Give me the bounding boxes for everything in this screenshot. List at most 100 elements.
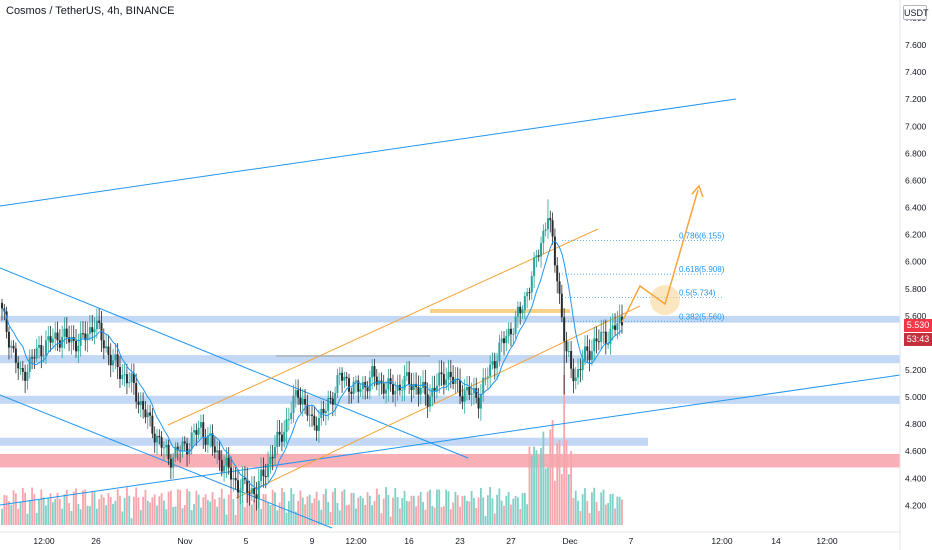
candle-body (521, 309, 524, 314)
price-axis: 4.2004.4004.6004.8005.0005.2005.4005.600… (899, 0, 927, 550)
candle-body (294, 390, 297, 396)
volume-bar (276, 510, 279, 525)
candle-body (49, 336, 52, 343)
candle-body (503, 338, 506, 344)
candle-body (248, 492, 251, 494)
price-tick-label: 6.400 (905, 203, 927, 213)
candle-body (195, 430, 198, 435)
candle-body (419, 387, 422, 395)
volume-bar (267, 502, 269, 525)
candle-body (153, 433, 156, 443)
candle-body (142, 401, 145, 410)
candle-body (276, 431, 279, 447)
volume-bar (179, 489, 182, 525)
volume-bar (95, 508, 98, 525)
volume-bar (496, 494, 498, 525)
candle-body (540, 242, 543, 257)
volume-bar (334, 487, 337, 525)
volume-bar (181, 508, 184, 525)
zone-red-4 (0, 453, 900, 468)
candle-body (35, 347, 38, 359)
volume-bar (1, 509, 3, 525)
candle-body (590, 351, 593, 360)
volume-bar (405, 500, 408, 525)
candle-body (130, 373, 133, 383)
zone-blue-3 (0, 437, 648, 446)
candle-body (491, 361, 494, 365)
candle-body (17, 362, 20, 369)
volume-bar (17, 508, 20, 525)
candle-body (533, 257, 536, 277)
volume-bars (1, 375, 623, 525)
volume-bar (602, 489, 605, 525)
volume-bar (597, 510, 600, 525)
candle-body (579, 369, 582, 371)
candle-body (311, 414, 313, 416)
candle-body (426, 394, 429, 407)
candle-body (1, 302, 3, 309)
candle-body (139, 401, 142, 405)
volume-bar (591, 492, 593, 525)
volume-bar (5, 495, 8, 525)
volume-bar (355, 508, 357, 525)
time-tick-label: Dec (562, 536, 578, 546)
candle-body (114, 354, 117, 361)
volume-bar (257, 496, 260, 525)
volume-bar (361, 498, 364, 525)
volume-bar (218, 497, 221, 525)
volume-bar (93, 492, 96, 525)
volume-bar (54, 499, 57, 525)
candle-body (315, 425, 318, 431)
candle-body (496, 360, 499, 369)
candle-body (479, 393, 482, 409)
candle-body (549, 218, 552, 221)
candle-body (128, 382, 131, 384)
candle-body (14, 348, 17, 363)
candle-body (359, 389, 362, 392)
candle-body (227, 457, 230, 468)
volume-bar (320, 509, 323, 525)
candle-body (255, 494, 258, 499)
candle-body (241, 477, 244, 491)
volume-bar (348, 504, 350, 525)
volume-bar (274, 492, 276, 525)
volume-bar (352, 492, 355, 525)
volume-bar (244, 507, 246, 525)
volume-bar (227, 494, 230, 525)
volume-bar (77, 503, 80, 525)
volume-bar (454, 491, 457, 525)
candle-body (98, 320, 101, 323)
candle-body (516, 306, 519, 317)
volume-bar (500, 500, 503, 525)
volume-bar (255, 496, 258, 525)
volume-bar (153, 494, 156, 525)
candle-body (486, 376, 489, 378)
volume-bar (616, 496, 619, 525)
volume-bar (211, 492, 214, 525)
volume-bar (169, 490, 172, 525)
volume-bar (479, 487, 482, 525)
candle-body (433, 387, 436, 391)
candle-body (331, 398, 334, 405)
candle-body (151, 415, 154, 434)
volume-bar (31, 487, 33, 525)
candle-body (618, 316, 621, 324)
candle-body (38, 344, 41, 348)
volume-bar (234, 514, 237, 525)
candle-body (246, 479, 249, 493)
candle-body (132, 373, 135, 384)
candle-body (116, 354, 119, 368)
volume-bar (535, 450, 538, 525)
candle-body (514, 316, 517, 334)
volume-bar (45, 505, 47, 525)
volume-bar (493, 513, 496, 525)
time-axis: 12:00 26 Nov 5 9 12:00 16 23 27 Dec 7 12:00 14 12:00 (0, 531, 900, 546)
time-tick-label: 14 (771, 536, 781, 546)
volume-bar (547, 467, 549, 525)
candle-body (345, 376, 348, 379)
currency-label[interactable]: USDT (903, 5, 929, 20)
volume-bar (253, 499, 256, 525)
volume-bar (176, 489, 179, 525)
